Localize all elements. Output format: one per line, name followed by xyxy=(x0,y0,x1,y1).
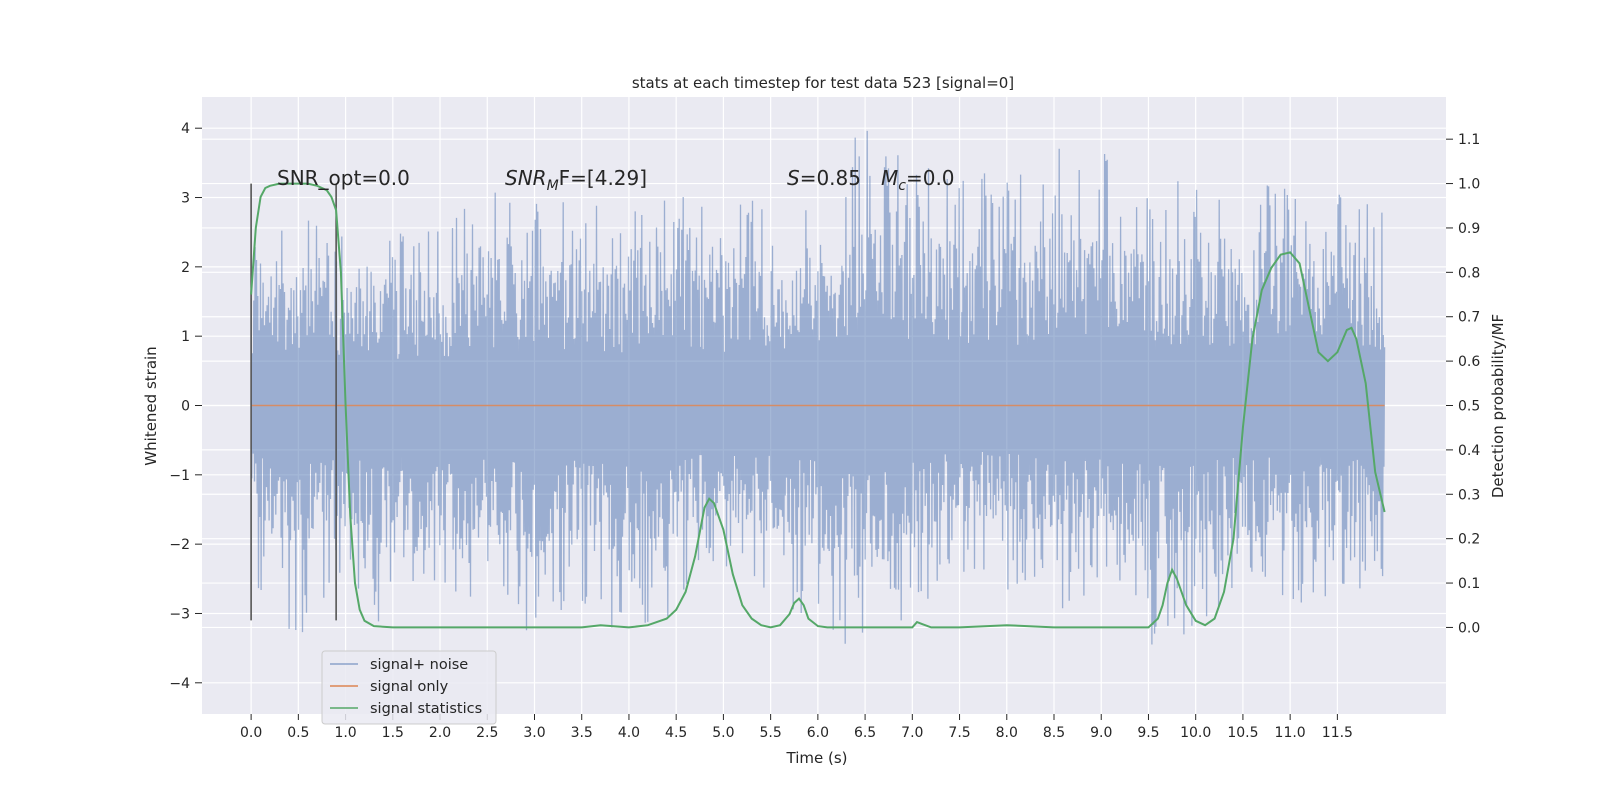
x-tick-label-9-5: 9.5 xyxy=(1137,725,1159,741)
x-tick-label-1-5: 1.5 xyxy=(382,725,404,741)
annotation-snr-mf-name: SNR xyxy=(505,166,547,190)
x-tick-label-10-5: 10.5 xyxy=(1227,725,1258,741)
y2-tick-label-0-3: 0.3 xyxy=(1458,487,1480,503)
x-axis-label: Time (s) xyxy=(786,749,848,767)
legend: signal+ noise signal only signal statist… xyxy=(321,650,497,725)
series-signal-noise-line xyxy=(250,130,1386,645)
y2-axis-ticks: 0.0 0.1 0.2 0.3 0.4 0.5 0.6 0.7 0.8 0.9 1.0 1.1 xyxy=(1446,132,1480,636)
legend-label-signal-only: signal only xyxy=(370,679,449,695)
y-tick-label-4: 4 xyxy=(181,121,190,137)
y2-axis-label: Detection probability/MF xyxy=(1489,314,1507,498)
x-tick-label-3-5: 3.5 xyxy=(571,725,593,741)
annotation-mc-sub: c xyxy=(898,178,906,194)
annotation-s-name: S xyxy=(787,166,800,190)
y2-tick-label-1-1: 1.1 xyxy=(1458,132,1480,148)
legend-box xyxy=(321,650,497,725)
x-tick-label-6: 6.0 xyxy=(807,725,829,741)
x-tick-label-6-5: 6.5 xyxy=(854,725,876,741)
x-tick-label-1: 1.0 xyxy=(334,725,356,741)
x-tick-label-11-5: 11.5 xyxy=(1322,725,1353,741)
y2-tick-label-0-7: 0.7 xyxy=(1458,310,1480,326)
y-tick-label-4: −4 xyxy=(169,676,190,692)
annotation-snr-mf-rest: F=[4.29] xyxy=(559,166,647,190)
x-tick-label-5-5: 5.5 xyxy=(759,725,781,741)
x-tick-label-2-5: 2.5 xyxy=(476,725,498,741)
y-tick-label-1: 1 xyxy=(181,329,190,345)
annotation-s: S=0.85 xyxy=(787,166,861,190)
x-tick-label-4: 4.0 xyxy=(618,725,640,741)
y-axis-ticks: −4 −3 −2 −1 0 1 2 3 4 xyxy=(169,121,202,692)
x-tick-label-11: 11.0 xyxy=(1275,725,1306,741)
chart-title: stats at each timestep for test data 523… xyxy=(632,74,1014,92)
y-tick-label-3: 3 xyxy=(181,191,190,207)
y2-tick-label-0-1: 0.1 xyxy=(1458,576,1480,592)
y2-tick-label-0-6: 0.6 xyxy=(1458,354,1480,370)
y-axis-label: Whitened strain xyxy=(142,346,160,465)
y-tick-label-2: 2 xyxy=(181,260,190,276)
y2-tick-label-0-5: 0.5 xyxy=(1458,399,1480,415)
annotation-s-value: =0.85 xyxy=(800,166,861,190)
y2-tick-label-0-2: 0.2 xyxy=(1458,532,1480,548)
y2-tick-label-0: 0.0 xyxy=(1458,620,1480,636)
x-tick-label-0-5: 0.5 xyxy=(287,725,309,741)
y2-tick-label-1: 1.0 xyxy=(1458,177,1480,193)
series-signal-noise xyxy=(250,130,1386,645)
annotation-snr-mf: SNRMF=[4.29] xyxy=(505,166,647,194)
series-signal-statistics xyxy=(250,182,1386,629)
annotation-mc: Mc=0.0 xyxy=(881,166,955,194)
x-tick-label-10: 10.0 xyxy=(1180,725,1211,741)
x-tick-label-2: 2.0 xyxy=(429,725,451,741)
annotation-mc-name: M xyxy=(881,166,898,190)
y2-tick-label-0-8: 0.8 xyxy=(1458,265,1480,281)
x-tick-label-7: 7.0 xyxy=(901,725,923,741)
x-tick-label-0: 0.0 xyxy=(240,725,262,741)
legend-label-signal-noise: signal+ noise xyxy=(370,657,468,673)
y-tick-label-0: 0 xyxy=(181,399,190,415)
vertical-markers xyxy=(250,183,337,621)
y-tick-label-3: −3 xyxy=(169,606,190,622)
x-tick-label-5: 5.0 xyxy=(712,725,734,741)
x-axis-ticks: 0.0 0.5 1.0 1.5 2.0 2.5 3.0 3.5 4.0 4.5 5.0 5.5 6.0 6… xyxy=(240,714,1353,741)
y-tick-label-1: −1 xyxy=(169,468,190,484)
x-tick-label-3: 3.0 xyxy=(523,725,545,741)
legend-label-signal-statistics: signal statistics xyxy=(370,701,482,717)
x-tick-label-7-5: 7.5 xyxy=(948,725,970,741)
x-tick-label-4-5: 4.5 xyxy=(665,725,687,741)
y2-tick-label-0-9: 0.9 xyxy=(1458,221,1480,237)
x-tick-label-9: 9.0 xyxy=(1090,725,1112,741)
x-tick-label-8-5: 8.5 xyxy=(1043,725,1065,741)
x-tick-label-8: 8.0 xyxy=(996,725,1018,741)
annotation-mc-value: =0.0 xyxy=(906,166,955,190)
annotation-snr-opt: SNR_opt=0.0 xyxy=(277,166,410,190)
y-tick-label-2: −2 xyxy=(169,537,190,553)
y2-tick-label-0-4: 0.4 xyxy=(1458,443,1480,459)
annotation-snr-mf-sub: M xyxy=(547,178,559,194)
series-signal-statistics-layer xyxy=(250,182,1386,629)
